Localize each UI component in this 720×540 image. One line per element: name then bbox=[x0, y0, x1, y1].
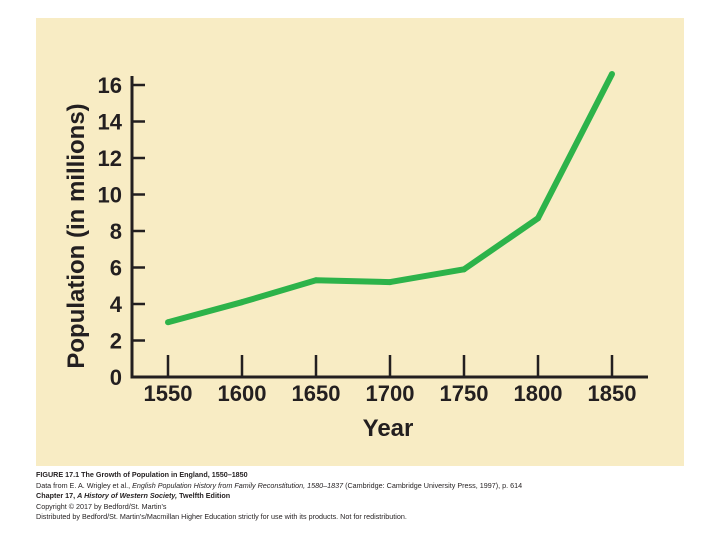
x-tick-label: 1850 bbox=[588, 381, 637, 406]
y-tick-label: 12 bbox=[98, 146, 122, 171]
chart-series bbox=[165, 71, 615, 326]
y-axis-ticks: 0 2 4 6 8 10 12 14 16 bbox=[98, 73, 145, 390]
x-tick-label: 1800 bbox=[514, 381, 563, 406]
chapter-edition: Twelfth Edition bbox=[179, 491, 231, 501]
figure-title: The Growth of Population in England, 155… bbox=[81, 470, 248, 479]
y-tick-label: 2 bbox=[110, 329, 122, 354]
x-tick-label: 1550 bbox=[144, 381, 193, 406]
source-prefix: Data from E. A. Wrigley et al., bbox=[36, 480, 131, 490]
y-axis-label: Population (in millions) bbox=[63, 103, 90, 368]
caption-chapter-line: Chapter 17, A History of Western Society… bbox=[36, 491, 696, 502]
x-tick-label: 1700 bbox=[366, 381, 415, 406]
figure-caption: FIGURE 17.1 The Growth of Population in … bbox=[36, 470, 696, 523]
source-suffix: (Cambridge: Cambridge University Press, … bbox=[345, 480, 523, 490]
y-tick-label: 14 bbox=[98, 110, 123, 135]
x-tick-label: 1750 bbox=[440, 381, 489, 406]
x-tick-label: 1650 bbox=[292, 381, 341, 406]
data-point bbox=[535, 215, 541, 222]
caption-copyright: Copyright © 2017 by Bedford/St. Martin's bbox=[36, 501, 167, 511]
y-tick-label: 6 bbox=[110, 256, 122, 281]
y-tick-label: 0 bbox=[110, 365, 122, 390]
y-tick-label: 10 bbox=[98, 183, 122, 208]
population-line-chart: 0 2 4 6 8 10 12 14 16 1550 1600 1650 1700 1750 1800 18… bbox=[63, 71, 648, 442]
caption-title-line: FIGURE 17.1 The Growth of Population in … bbox=[36, 470, 696, 481]
y-tick-label: 4 bbox=[110, 292, 123, 317]
chart-axes bbox=[130, 76, 648, 379]
y-tick-label: 16 bbox=[98, 73, 122, 98]
x-axis-label: Year bbox=[363, 415, 414, 442]
x-axis-ticks: 1550 1600 1650 1700 1750 1800 1850 bbox=[144, 355, 637, 406]
data-point bbox=[165, 319, 171, 326]
chapter-prefix: Chapter 17, bbox=[36, 491, 76, 501]
data-point bbox=[609, 71, 615, 78]
figure-panel: 0 2 4 6 8 10 12 14 16 1550 1600 1650 1700 1750 1800 18… bbox=[36, 18, 684, 466]
data-point bbox=[387, 279, 393, 286]
y-tick-label: 8 bbox=[110, 219, 122, 244]
data-point bbox=[239, 299, 245, 306]
x-tick-label: 1600 bbox=[218, 381, 267, 406]
data-point bbox=[461, 266, 467, 273]
source-book: English Population History from Family R… bbox=[132, 480, 344, 490]
chapter-book: A History of Western Society, bbox=[77, 491, 178, 501]
figure-label: FIGURE 17.1 bbox=[36, 470, 80, 479]
data-point bbox=[313, 277, 319, 284]
caption-distribution: Distributed by Bedford/St. Martin's/Macm… bbox=[36, 512, 407, 522]
caption-source-line: Data from E. A. Wrigley et al., English … bbox=[36, 481, 696, 492]
